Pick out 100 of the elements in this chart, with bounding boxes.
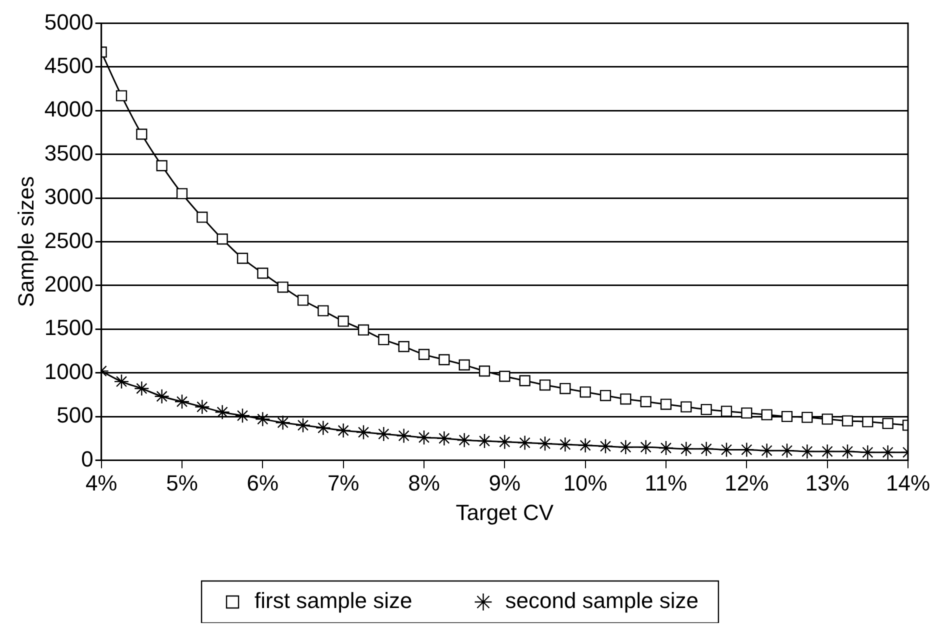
point [860,444,876,460]
point [318,305,329,316]
x-tick-label: 7% [327,470,360,496]
point [416,430,432,446]
point [638,439,654,455]
point [214,404,230,420]
point [275,415,290,430]
y-axis-title: Sample sizes [13,176,38,308]
point [376,426,392,442]
point [519,375,530,386]
point [114,374,130,390]
point [378,334,390,346]
point [478,366,490,377]
point [882,418,894,430]
point [739,442,754,458]
point [396,428,412,444]
point [640,396,652,408]
point [720,406,732,417]
x-tick-label: 12% [724,470,769,496]
y-tick-label: 1000 [44,358,94,384]
legend-label: first sample size [254,588,412,614]
point [134,380,150,396]
point [880,444,896,460]
point [156,160,168,172]
point [580,386,591,398]
point [499,370,510,382]
point [598,438,614,454]
point [862,416,874,428]
point [116,90,128,102]
point [277,282,288,293]
point [781,410,793,422]
x-tick-label: 4% [85,470,118,496]
point [698,441,714,456]
y-tick-label: 3500 [44,140,94,166]
legend-label: second sample size [505,588,698,614]
point [234,408,250,424]
y-tick-label: 0 [81,446,94,472]
point [741,407,752,419]
y-tick-label: 1500 [44,315,94,340]
point [600,390,612,402]
x-tick-label: 5% [166,470,198,496]
point [802,412,813,423]
point [456,432,472,448]
point [418,348,430,360]
point [680,401,692,412]
point [497,434,512,450]
x-tick-label: 11% [644,470,688,496]
point [338,316,349,327]
point [257,268,268,279]
point [295,418,311,433]
point [196,212,208,223]
point [842,415,854,426]
x-axis-title: Target CV [456,500,554,525]
point [678,441,694,456]
point [336,422,351,438]
point [618,439,634,455]
y-tick-label: 2500 [44,228,94,253]
point [660,398,672,410]
point [779,442,795,458]
point [356,424,372,440]
point [761,409,772,420]
point [539,379,551,391]
point [154,388,170,404]
y-tick-label: 3000 [44,184,94,210]
point [438,354,450,366]
point [436,430,452,446]
y-tick-label: 500 [56,402,94,428]
point [840,444,856,460]
y-tick-label: 5000 [44,9,94,34]
point [558,436,573,452]
point [358,324,370,336]
y-tick-label: 2000 [44,271,94,296]
point [236,252,248,264]
point [517,435,532,450]
point [316,420,331,436]
point [174,394,190,410]
x-tick-label: 9% [488,470,521,496]
point [578,438,593,453]
point [658,440,674,456]
point [255,412,270,427]
point [800,444,815,460]
point [820,444,835,460]
point [560,382,571,394]
y-tick-label: 4500 [44,52,94,78]
point [700,404,712,416]
point [216,234,228,245]
point [176,188,188,200]
point [537,436,553,452]
x-tick-label: 13% [805,470,850,496]
point [759,442,774,458]
point [822,414,833,425]
point [398,341,410,352]
point [476,433,492,449]
point [297,294,309,306]
x-tick-label: 6% [246,470,279,496]
point [458,359,470,370]
x-tick-label: 14% [886,470,930,496]
x-tick-label: 8% [408,470,440,496]
y-tick-label: 4000 [44,96,94,122]
point [620,393,632,405]
